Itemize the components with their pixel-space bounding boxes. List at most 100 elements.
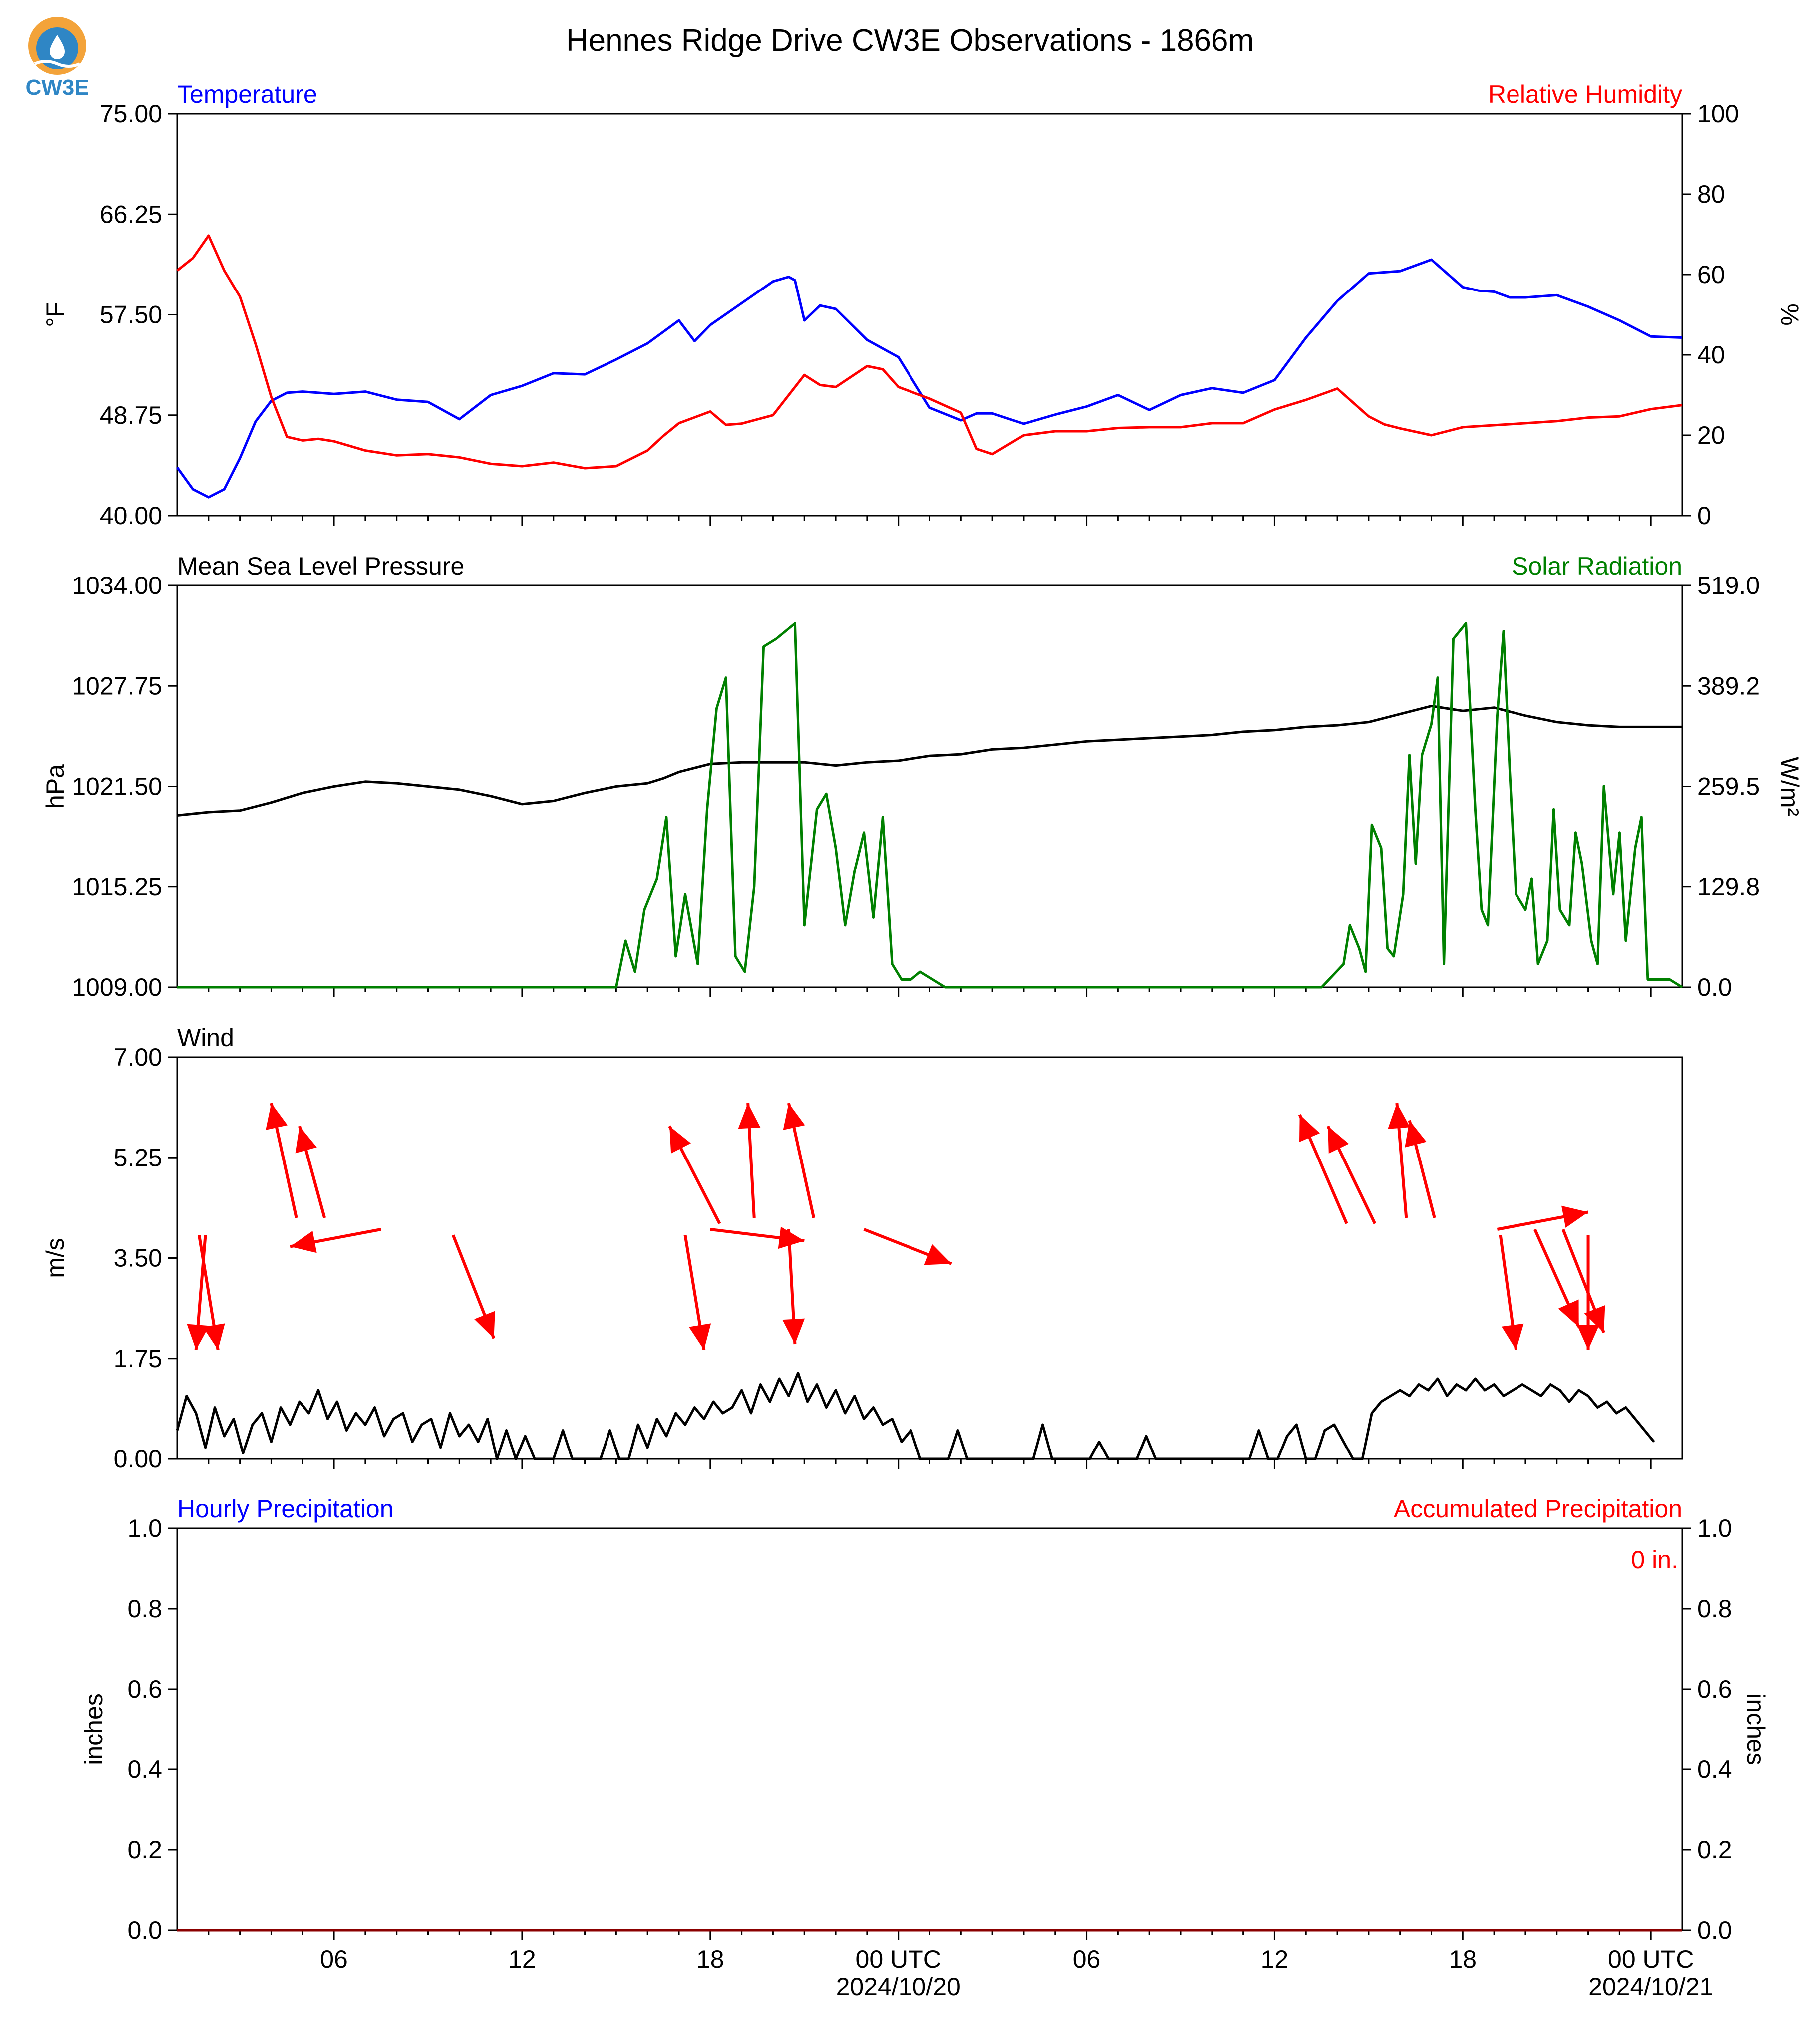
series-relative-humidity <box>176 234 1683 470</box>
y-tick-label-left: 1015.25 <box>72 873 162 901</box>
y-tick-label-left: 0.6 <box>127 1675 162 1703</box>
logo-wave-icon <box>34 60 81 68</box>
y-tick-label-right: 80 <box>1697 180 1725 208</box>
y-tick-label-left: 1027.75 <box>72 672 162 700</box>
y-tick-label-right: 100 <box>1697 100 1739 128</box>
y-tick-label-right: 20 <box>1697 421 1725 449</box>
y-tick-label-right: 60 <box>1697 261 1725 289</box>
y-axis-label-left: hPa <box>41 764 69 809</box>
y-tick-label-left: 7.00 <box>114 1043 162 1071</box>
wind-arrow-head <box>688 1323 711 1350</box>
y-tick-label-left: 0.0 <box>127 1916 162 1944</box>
logo: CW3E <box>25 17 89 100</box>
x-tick-label: 06 <box>1073 1945 1101 1973</box>
wind-arrow-head <box>266 1103 288 1130</box>
x-tick-label: 18 <box>696 1945 724 1973</box>
wind-arrow-head <box>1558 1299 1579 1327</box>
y-tick-label-right: 0.0 <box>1697 1916 1732 1944</box>
wind-arrow-head <box>782 1318 805 1344</box>
y-tick-label-left: 0.2 <box>127 1836 162 1864</box>
y-tick-label-right: 259.5 <box>1697 773 1760 801</box>
panel-pressure-solar: Mean Sea Level Pressure Solar Radiation 10… <box>41 552 1804 1001</box>
wind-arrow-head <box>783 1103 805 1130</box>
wind-arrow-head <box>1405 1120 1427 1148</box>
y-axis-label-left: m/s <box>41 1238 69 1278</box>
series-temperature <box>176 258 1683 499</box>
panel-title-right: Solar Radiation <box>1512 552 1682 580</box>
y-tick-label-right: 389.2 <box>1697 672 1760 700</box>
y-tick-label-right: 0.4 <box>1697 1755 1732 1783</box>
y-tick-label-left: 3.50 <box>114 1244 162 1272</box>
y-tick-label-left: 0.00 <box>114 1445 162 1473</box>
x-tick-label: 18 <box>1449 1945 1477 1973</box>
y-axis-label-right: W/m² <box>1776 757 1804 816</box>
y-tick-label-right: 519.0 <box>1697 572 1760 599</box>
wind-arrow-head <box>1328 1126 1349 1154</box>
y-tick-label-right: 1.0 <box>1697 1514 1732 1542</box>
wind-arrow-head <box>669 1126 691 1154</box>
panel-title-right: Relative Humidity <box>1488 80 1682 108</box>
wind-arrow-head <box>474 1311 495 1339</box>
y-tick-label-left: 0.8 <box>127 1595 162 1623</box>
figure-title: Hennes Ridge Drive CW3E Observations - 1… <box>566 23 1254 58</box>
wind-arrow-head <box>187 1324 210 1350</box>
y-tick-label-left: 0.4 <box>127 1755 162 1783</box>
y-tick-label-left: 48.75 <box>100 401 162 429</box>
y-tick-label-left: 40.00 <box>100 502 162 530</box>
plot-frame <box>176 584 1683 988</box>
y-axis-label-left: °F <box>41 302 69 327</box>
wind-arrow-head <box>203 1323 225 1350</box>
x-tick-label: 12 <box>508 1945 536 1973</box>
wind-arrow-head <box>1502 1323 1524 1350</box>
wind-arrow-head <box>1299 1115 1320 1142</box>
y-tick-label-right: 40 <box>1697 341 1725 369</box>
series-wind <box>176 1372 1655 1460</box>
y-tick-label-right: 0.6 <box>1697 1675 1732 1703</box>
wind-arrow-head <box>1388 1103 1410 1129</box>
wind-arrow-head <box>738 1103 761 1129</box>
panel-wind: Wind 0.00 1.75 3.50 5.25 7.00 m/s <box>41 1024 1683 1473</box>
x-tick-date-label: 2024/10/21 <box>1588 1973 1713 2001</box>
y-tick-label-left: 66.25 <box>100 200 162 228</box>
panels: Temperature Relative Humidity 40.00 48.75 57… <box>41 80 1804 2001</box>
panel-title-right: Accumulated Precipitation <box>1394 1495 1682 1523</box>
accumulated-total-label: 0 in. <box>1631 1546 1678 1574</box>
series-mean-sea-level-pressure <box>177 705 1682 817</box>
y-tick-label-right: 0.2 <box>1697 1836 1732 1864</box>
logo-drop-icon <box>50 35 65 59</box>
wind-arrow-head <box>1561 1205 1588 1228</box>
y-tick-label-left: 5.25 <box>114 1144 162 1171</box>
y-axis-label-left: inches <box>80 1693 108 1765</box>
series-solar-radiation <box>177 622 1683 989</box>
y-tick-label-right: 0.8 <box>1697 1595 1732 1623</box>
y-tick-label-left: 57.50 <box>100 301 162 329</box>
panel-title-left: Hourly Precipitation <box>177 1495 394 1523</box>
y-tick-label-left: 75.00 <box>100 100 162 128</box>
panel-precipitation: Hourly Precipitation Accumulated Precipit… <box>80 1495 1770 2001</box>
panel-title-left: Temperature <box>177 80 317 108</box>
y-tick-label-right: 0 <box>1697 502 1711 530</box>
x-tick-label: 06 <box>320 1945 348 1973</box>
panel-title-left: Wind <box>177 1024 234 1052</box>
plot-frame <box>176 1527 1683 1931</box>
wind-arrow-head <box>778 1226 805 1249</box>
y-tick-label-left: 1034.00 <box>72 572 162 599</box>
wind-arrow-head <box>295 1126 317 1154</box>
wind-arrow-head <box>924 1244 952 1265</box>
x-tick-label: 00 UTC <box>1608 1945 1694 1973</box>
y-tick-label-left: 1009.00 <box>72 973 162 1001</box>
wind-arrow-head <box>290 1231 317 1253</box>
x-tick-label: 00 UTC <box>856 1945 941 1973</box>
y-tick-label-left: 1.0 <box>127 1514 162 1542</box>
panel-temperature-humidity: Temperature Relative Humidity 40.00 48.75 57… <box>41 80 1804 530</box>
y-tick-label-right: 0.0 <box>1697 973 1732 1001</box>
y-axis-label-right: inches <box>1742 1693 1770 1765</box>
x-tick-date-label: 2024/10/20 <box>836 1973 961 2001</box>
x-tick-label: 12 <box>1261 1945 1289 1973</box>
logo-text: CW3E <box>25 75 89 100</box>
y-tick-label-left: 1021.50 <box>72 773 162 801</box>
y-axis-label-right: % <box>1776 303 1804 325</box>
wind-arrow-head <box>1577 1325 1599 1350</box>
y-tick-label-right: 129.8 <box>1697 873 1760 901</box>
